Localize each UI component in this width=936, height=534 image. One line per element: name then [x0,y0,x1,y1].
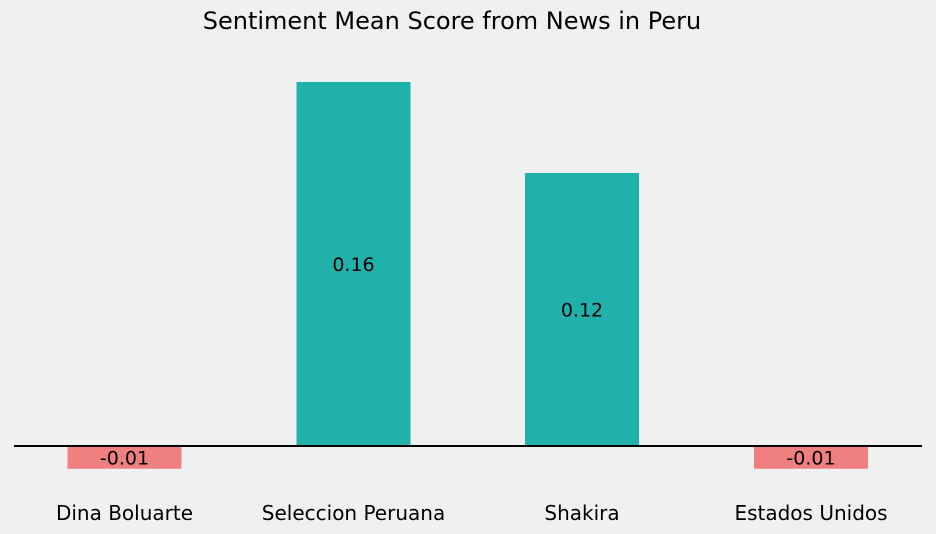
category-label: Shakira [544,501,619,525]
value-label: -0.01 [100,447,149,469]
bar-dina-boluarte [67,446,182,469]
category-labels-group: Dina Boluarte Seleccion Peruana Shakira Est… [56,501,888,525]
category-label: Seleccion Peruana [262,501,445,525]
bar-seleccion-peruana [296,82,411,446]
bar-estados-unidos [754,446,868,469]
value-label: 0.16 [332,254,374,276]
chart-title: Sentiment Mean Score from News in Peru [203,7,701,35]
category-label: Estados Unidos [734,501,887,525]
category-label: Dina Boluarte [56,501,193,525]
value-label: -0.01 [786,447,835,469]
bars-group [67,82,868,469]
value-labels-group: -0.01 0.16 0.12 -0.01 [100,254,836,469]
value-label: 0.12 [561,300,603,322]
bar-shakira [525,173,639,446]
